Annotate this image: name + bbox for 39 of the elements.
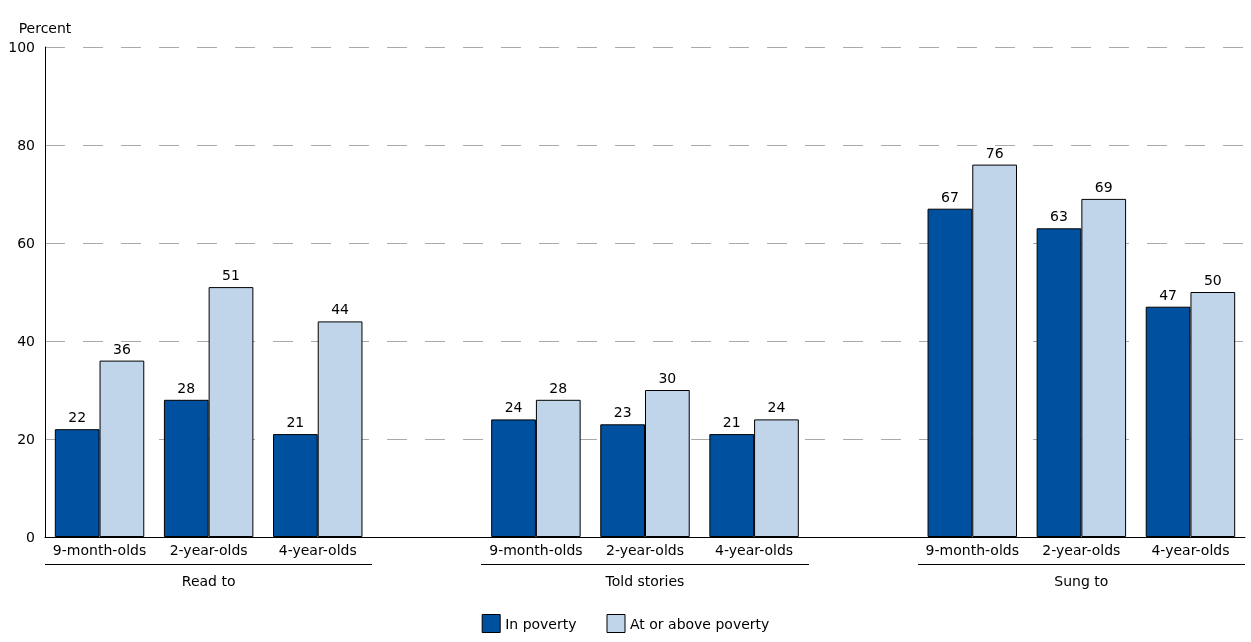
data-label: 28 — [549, 379, 568, 396]
data-label: 47 — [1159, 286, 1178, 303]
legend-label: At or above poverty — [630, 615, 770, 632]
y-tick-label: 0 — [26, 529, 35, 545]
data-label: 51 — [222, 267, 240, 284]
y-axis-title: Percent — [18, 20, 72, 36]
data-label: 21 — [286, 414, 305, 431]
data-label: 63 — [1050, 208, 1068, 225]
x-tick-label: 9-month-olds — [925, 542, 1019, 558]
text: Read to — [180, 573, 237, 589]
data-label: 22 — [68, 409, 87, 426]
data-label: 30 — [658, 370, 677, 386]
y-tick-label: 100 — [8, 39, 35, 55]
y-tick-label: 60 — [17, 235, 35, 251]
x-tick-label: 2-year-olds — [1042, 542, 1121, 558]
data-label: 36 — [113, 340, 131, 357]
x-tick-label: 2-year-olds — [169, 542, 248, 558]
y-tick-label: 40 — [17, 333, 35, 349]
data-label: 21 — [722, 414, 741, 431]
data-label: 50 — [1203, 272, 1222, 288]
x-tick-label: 4-year-olds — [715, 542, 794, 558]
text: Told stories — [604, 573, 686, 589]
x-tick-label: 9-month-olds — [52, 542, 147, 558]
y-tick-label: 20 — [17, 431, 35, 447]
x-tick-label: 4-year-olds — [278, 542, 357, 558]
data-label: 28 — [177, 379, 196, 396]
legend-label: In poverty — [505, 615, 577, 632]
y-tick-label: 80 — [17, 137, 35, 153]
x-tick-label: 2-year-olds — [606, 542, 684, 558]
data-label: 44 — [331, 301, 350, 318]
text: Sung to — [1053, 573, 1110, 589]
data-label: 76 — [985, 144, 1004, 161]
x-tick-label: 9-month-olds — [489, 542, 583, 558]
data-label: 23 — [613, 404, 632, 421]
x-tick-label: 4-year-olds — [1151, 542, 1230, 558]
data-label: 24 — [504, 399, 523, 416]
data-label: 24 — [767, 399, 786, 416]
data-label: 67 — [941, 188, 959, 205]
data-label: 69 — [1094, 178, 1113, 195]
